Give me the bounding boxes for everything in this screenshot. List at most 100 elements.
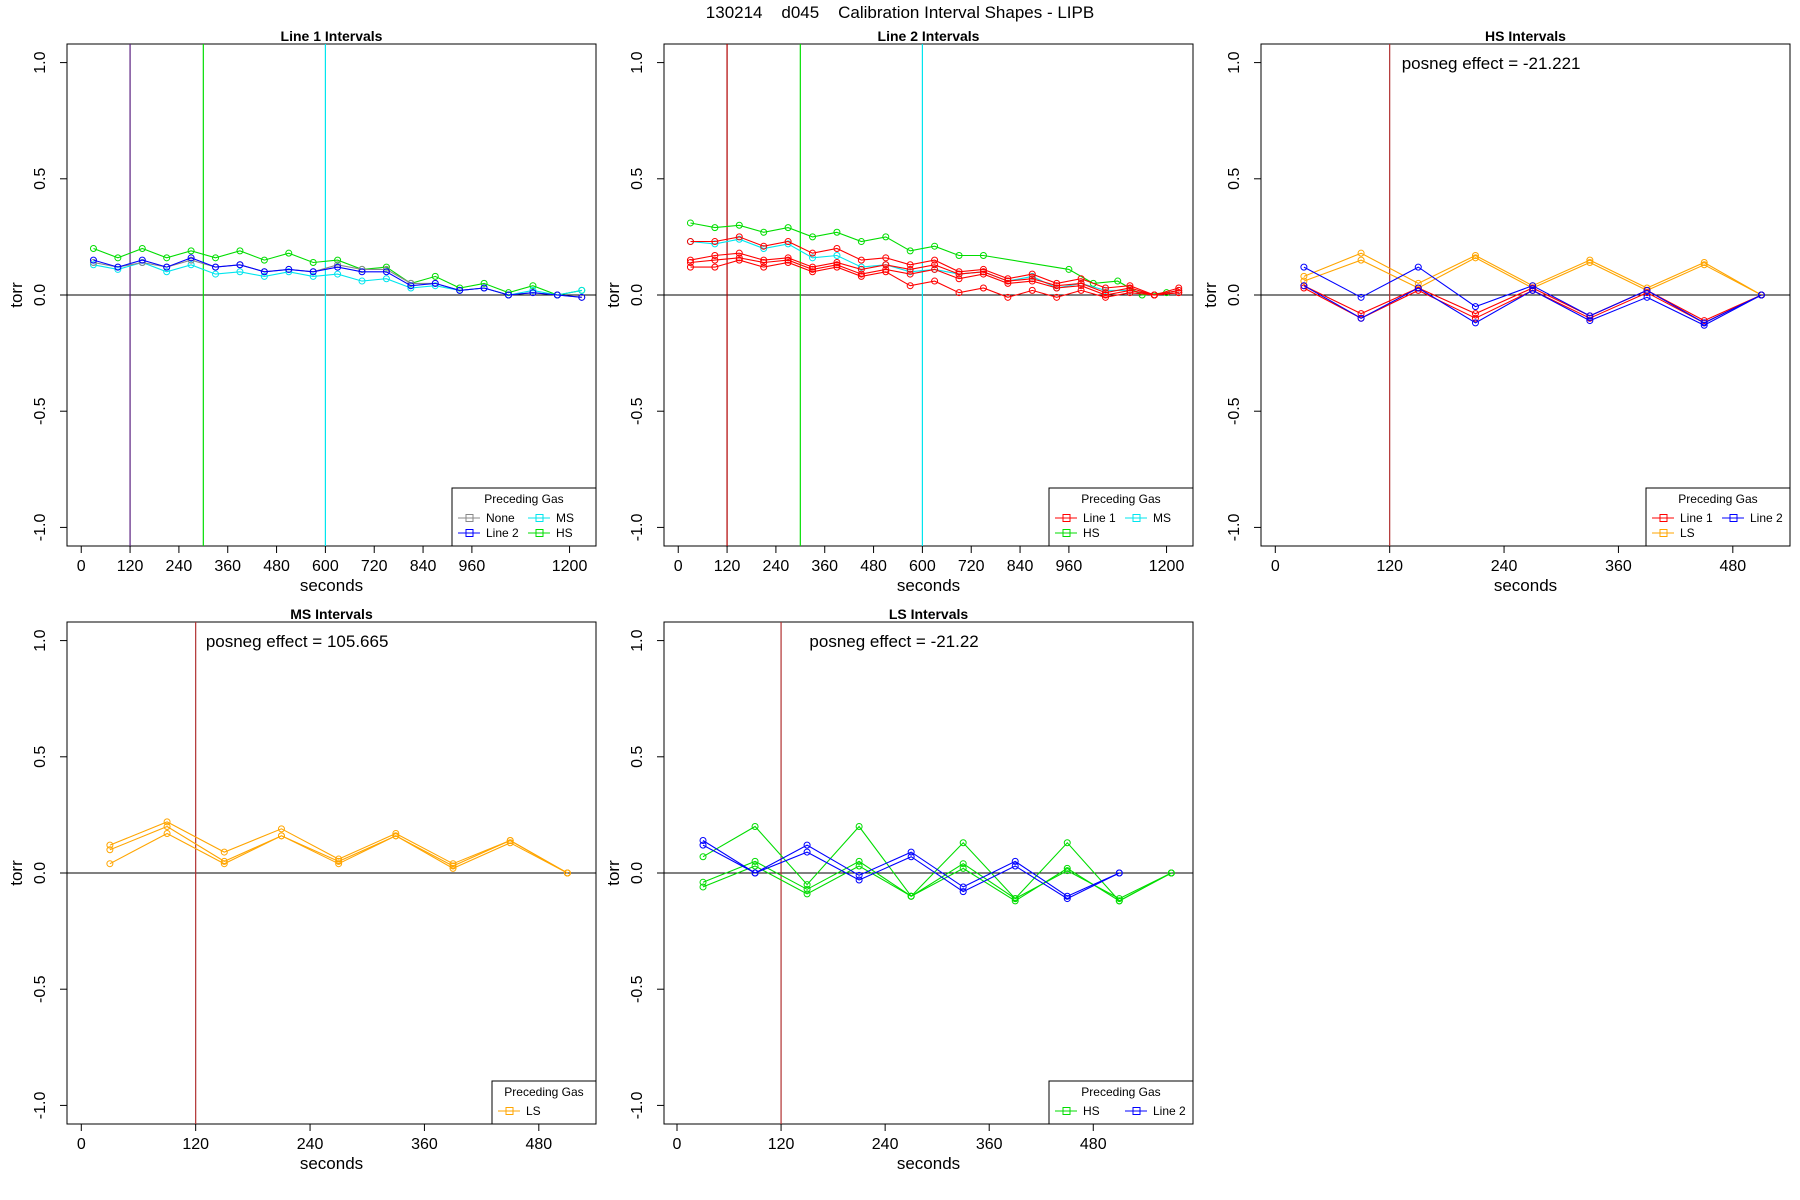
data-point (277, 825, 285, 833)
data-point (1114, 277, 1122, 285)
legend-swatch-marker (465, 514, 474, 522)
x-tick-label: 720 (361, 558, 388, 575)
data-point (114, 263, 122, 271)
data-point (833, 263, 841, 271)
legend-entry-hs: HS (556, 526, 573, 540)
y-tick-label: 0.5 (1226, 168, 1243, 190)
data-point (979, 251, 987, 259)
data-point (578, 286, 586, 294)
data-point (1077, 275, 1085, 283)
data-point (809, 233, 817, 241)
data-point (1586, 256, 1594, 264)
data-point (407, 284, 415, 292)
data-point (1700, 258, 1708, 266)
series-hs (686, 219, 1171, 299)
data-point (906, 268, 914, 276)
data-point (1011, 862, 1019, 870)
data-point (449, 864, 457, 872)
data-point (809, 254, 817, 262)
x-tick-label: 480 (263, 558, 290, 575)
data-point (1115, 897, 1123, 905)
y-tick-label: 1.0 (1226, 51, 1243, 73)
data-point (959, 888, 967, 896)
data-point (212, 263, 220, 271)
data-point (334, 263, 342, 271)
plot-area (664, 622, 1193, 1124)
x-tick-label: 1200 (552, 558, 588, 575)
data-point (955, 270, 963, 278)
data-point (1102, 293, 1110, 301)
legend-swatch-marker (1729, 514, 1738, 522)
data-point (784, 258, 792, 266)
y-axis-label: torr (7, 282, 26, 308)
legend-swatch-marker (1132, 1107, 1141, 1115)
data-point (1102, 291, 1110, 299)
data-point (979, 284, 987, 292)
data-point (1102, 284, 1110, 292)
data-point (187, 254, 195, 262)
x-tick-label: 600 (312, 558, 339, 575)
panel-ls-intervals: LS Intervals -1.0 -0.5 0.0 0.5 1.0 torr 0 120 240… (604, 606, 1194, 1173)
y-tick-label: 0.5 (629, 746, 646, 768)
legend-swatch-marker (465, 529, 474, 537)
data-point (505, 289, 513, 297)
data-point (89, 258, 97, 266)
data-point (686, 256, 694, 264)
data-point (735, 233, 743, 241)
data-point (309, 272, 317, 280)
data-point (857, 238, 865, 246)
data-point (212, 270, 220, 278)
data-point (979, 265, 987, 273)
series-line (690, 252, 1179, 296)
data-point (334, 270, 342, 278)
legend-entry-line-2: Line 2 (1750, 511, 1783, 525)
data-point (959, 860, 967, 868)
data-point (163, 268, 171, 276)
x-tick-label: 0 (77, 1136, 86, 1153)
data-point (1175, 289, 1183, 297)
legend-swatch-marker (1659, 529, 1668, 537)
y-tick-label: -1.0 (32, 1092, 49, 1120)
y-tick-label: 0.0 (629, 284, 646, 306)
data-point (1643, 286, 1651, 294)
data-point (358, 277, 366, 285)
data-point (1126, 284, 1134, 292)
x-tick-label: 1200 (1149, 558, 1185, 575)
data-point (1300, 277, 1308, 285)
data-point (955, 289, 963, 297)
data-point (857, 272, 865, 280)
legend: Preceding Gas Line 1 Line 2 LS (1645, 487, 1791, 547)
data-point (711, 251, 719, 259)
x-axis-label: seconds (1494, 576, 1557, 595)
data-point (382, 268, 390, 276)
legend-entry-hs: HS (1083, 1104, 1100, 1118)
data-point (449, 860, 457, 868)
data-point (138, 245, 146, 253)
legend-title: Preceding Gas (1678, 492, 1757, 506)
posneg-annotation: posneg effect = -21.22 (809, 632, 978, 651)
legend-swatch-marker (535, 529, 544, 537)
plot-area (664, 44, 1193, 546)
data-point (1028, 272, 1036, 280)
data-point (1357, 310, 1365, 318)
x-axis-label: seconds (300, 576, 363, 595)
data-point (906, 265, 914, 273)
legend-swatch-marker (1062, 514, 1071, 522)
legend: Preceding Gas LS (491, 1080, 597, 1125)
data-point (686, 263, 694, 271)
data-point (907, 848, 915, 856)
plot-area (1261, 44, 1790, 546)
y-tick-label: 0.0 (32, 284, 49, 306)
data-point (803, 885, 811, 893)
data-point (163, 818, 171, 826)
data-point (855, 876, 863, 884)
series-line-1 (686, 254, 1183, 299)
data-point (686, 258, 694, 266)
legend-swatch-marker (505, 1107, 514, 1115)
data-point (1471, 254, 1479, 262)
data-point (784, 254, 792, 262)
data-point (236, 247, 244, 255)
legend-entry-ms: MS (556, 511, 574, 525)
data-point (1004, 293, 1012, 301)
data-point (760, 245, 768, 253)
